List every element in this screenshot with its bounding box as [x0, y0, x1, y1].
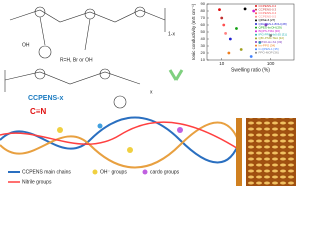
point [252, 9, 256, 13]
scheme [0, 116, 241, 169]
structure [4, 6, 166, 109]
backbone [9, 9, 166, 23]
ring [113, 95, 127, 109]
legend-text: CCPENS main chains [22, 169, 71, 175]
y-axis-label: Ionic conductivity (mS cm⁻¹) [191, 3, 196, 60]
legend-label: QDAPES-1.8OH [28] [259, 22, 287, 26]
legend-marker [255, 30, 257, 33]
legend-label: PPNO-Hv-S1 [33] [259, 40, 283, 44]
legend-marker [255, 41, 257, 43]
legend-label: QPAE-6 [27] [259, 18, 276, 22]
y-tick-label: 50 [201, 29, 206, 34]
legend-text: cardo groups [150, 169, 180, 175]
legend-label: QPES-ImOH [29] [259, 25, 282, 29]
legend-marker [255, 44, 257, 47]
legend-label: CCPENS-0.4 [259, 11, 277, 15]
legend-label: C-QPES-1 [35] [259, 47, 279, 51]
oh-label: OH [22, 42, 30, 48]
backbone [4, 71, 141, 85]
arrow [168, 69, 184, 81]
afm-image [246, 118, 296, 186]
legend-marker [255, 8, 257, 11]
legend-marker [255, 15, 257, 18]
y-tick-label: 90 [201, 1, 206, 6]
dot [57, 127, 63, 133]
legend-marker [255, 33, 257, 36]
r-label: R=H, Br or OH [60, 57, 93, 63]
point [228, 37, 232, 41]
nitrile-label: C≡N [30, 107, 46, 116]
upper-label: 1-x [168, 31, 175, 37]
dot [97, 123, 103, 129]
legend-marker [255, 51, 257, 54]
dot [127, 147, 133, 153]
point [243, 7, 247, 11]
point [264, 23, 268, 27]
legend-marker [255, 5, 257, 7]
legend-label: Im-PPO [34] [259, 43, 276, 47]
legend-text: Nitrile groups [22, 179, 52, 185]
chain [0, 116, 241, 164]
x-tick-label: 100 [267, 61, 275, 66]
point [249, 55, 253, 58]
ring [99, 68, 111, 80]
polymer-name: CCPENS-x [28, 95, 64, 102]
chain [0, 121, 241, 151]
ring [34, 68, 46, 80]
legend-label: QBr-PSM-TEA [32] [259, 36, 285, 40]
point [239, 48, 243, 51]
x-label: x [150, 89, 153, 95]
legend-label: IPG-PPA-Hx0.65 [31] [259, 33, 287, 37]
x-tick-label: 10 [219, 61, 225, 66]
bond [39, 16, 91, 51]
y-tick-label: 70 [201, 15, 206, 20]
legend-marker [255, 48, 257, 51]
legend-marker [255, 26, 257, 29]
y-tick-label: 60 [201, 22, 206, 27]
legend-marker [255, 37, 257, 40]
point [258, 41, 262, 44]
y-tick-label: 30 [201, 43, 206, 48]
point [220, 16, 224, 20]
point [227, 51, 231, 55]
ring [134, 6, 146, 18]
chain [0, 121, 241, 169]
legend-text: OH⁻ groups [100, 169, 127, 175]
point [222, 23, 226, 27]
afm-scale [236, 118, 242, 186]
legend-marker [255, 12, 257, 15]
y-tick-label: 40 [201, 36, 206, 41]
legend-label: CCPENS-0.5 [259, 15, 277, 19]
bracket [4, 8, 166, 92]
graphical-abstract: 1-x x OH R=H, Br or OH CCPENS-x C≡N CCPE… [0, 1, 296, 186]
ring [38, 45, 52, 59]
legend-marker [255, 19, 257, 22]
y-tick-label: 80 [201, 8, 206, 13]
legend-label: BQPS-TMA [30] [259, 29, 281, 33]
y-tick-label: 10 [201, 57, 206, 62]
dot [177, 127, 183, 133]
ring [84, 8, 96, 20]
point [224, 32, 228, 35]
scheme-legend: CCPENS main chains Nitrile groups OH⁻ gr… [8, 169, 180, 185]
point [269, 34, 273, 37]
y-tick-label: 20 [201, 50, 206, 55]
key [142, 169, 148, 175]
legend-label: CCPENS-0.2 [259, 4, 277, 8]
key [92, 169, 98, 175]
legend-label: CCPENS-0.3 [259, 7, 277, 11]
legend-label: PPO-MOP [36] [259, 51, 279, 55]
x-axis-label: Swelling ratio (%) [231, 67, 270, 73]
legend-marker [255, 23, 257, 25]
point [235, 27, 238, 30]
point [218, 8, 221, 12]
